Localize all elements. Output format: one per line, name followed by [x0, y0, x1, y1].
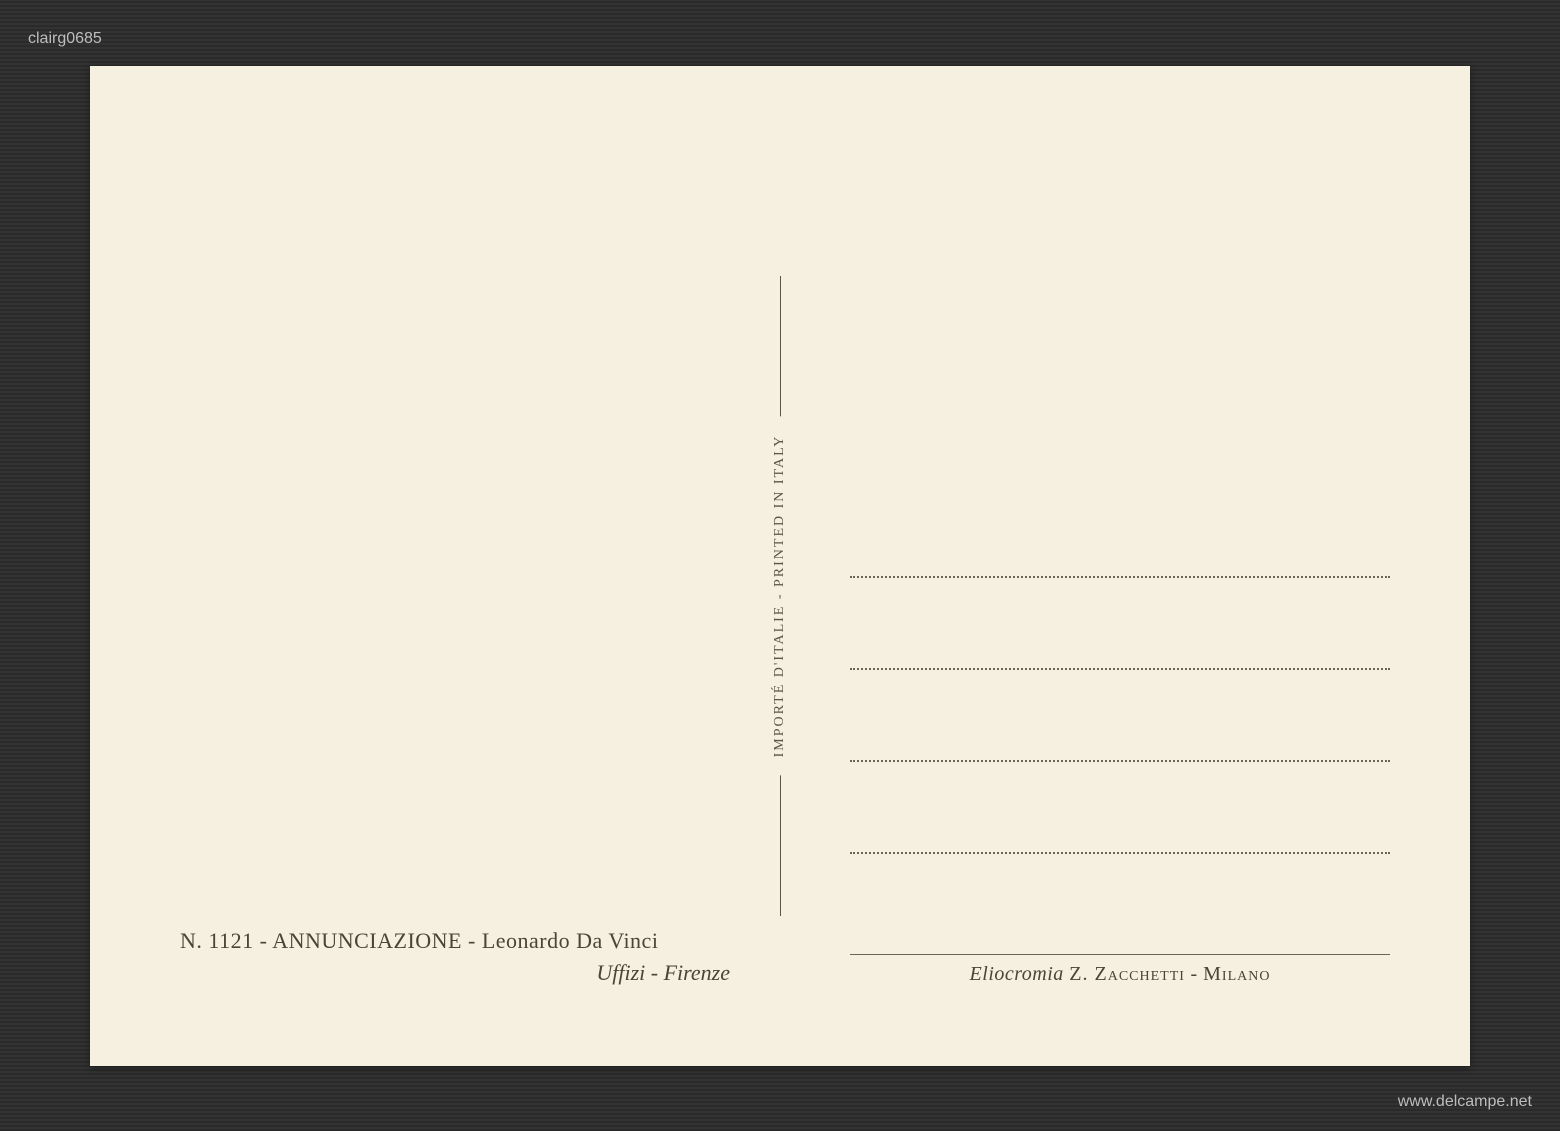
address-line-3	[850, 760, 1390, 762]
watermark-site: www.delcampe.net	[1398, 1093, 1532, 1111]
artwork-caption: N. 1121 - ANNUNCIAZIONE - Leonardo Da Vi…	[180, 928, 760, 986]
address-line-1	[850, 576, 1390, 578]
import-print-text: IMPORTÉ D'ITALIE - PRINTED IN ITALY	[772, 416, 788, 775]
publisher-prefix: Eliocromia	[970, 963, 1070, 985]
watermark-username: clairg0685	[28, 30, 102, 48]
publisher-city: Milano	[1203, 963, 1270, 985]
artist-name: Leonardo Da Vinci	[482, 928, 659, 953]
address-line-4	[850, 852, 1390, 854]
separator: -	[462, 928, 482, 953]
catalog-number: N. 1121 -	[180, 928, 272, 953]
artwork-title-line: N. 1121 - ANNUNCIAZIONE - Leonardo Da Vi…	[180, 928, 760, 954]
publisher-caption: Eliocromia Z. Zacchetti - Milano	[850, 954, 1390, 986]
postcard-back: IMPORTÉ D'ITALIE - PRINTED IN ITALY N. 1…	[90, 66, 1470, 1066]
museum-location: Uffizi - Firenze	[180, 960, 760, 986]
publisher-name: Z. Zacchetti	[1069, 963, 1185, 985]
artwork-title: ANNUNCIAZIONE	[272, 928, 462, 953]
address-line-2	[850, 668, 1390, 670]
address-area	[850, 576, 1390, 944]
publisher-separator: -	[1185, 963, 1203, 985]
publisher-info: Eliocromia Z. Zacchetti - Milano	[850, 954, 1390, 986]
